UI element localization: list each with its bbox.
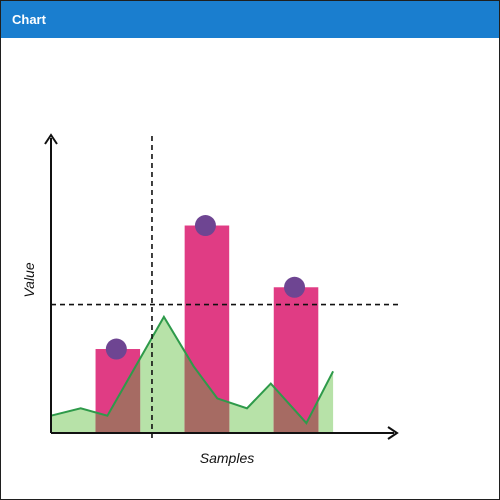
y-axis-arrow: [44, 133, 58, 145]
chart-area: Samples Value: [1, 38, 499, 499]
marker-point-3: [284, 276, 306, 298]
area-series-line: [50, 314, 334, 425]
marker-point-1: [105, 338, 127, 360]
chart-plot: Samples Value: [21, 133, 399, 466]
window-title: Chart: [12, 12, 46, 27]
y-axis-label: Value: [21, 262, 37, 298]
title-bar: Chart: [1, 1, 499, 38]
x-axis-arrow: [387, 426, 399, 440]
marker-point-2: [194, 215, 216, 237]
x-axis-label: Samples: [200, 450, 254, 466]
